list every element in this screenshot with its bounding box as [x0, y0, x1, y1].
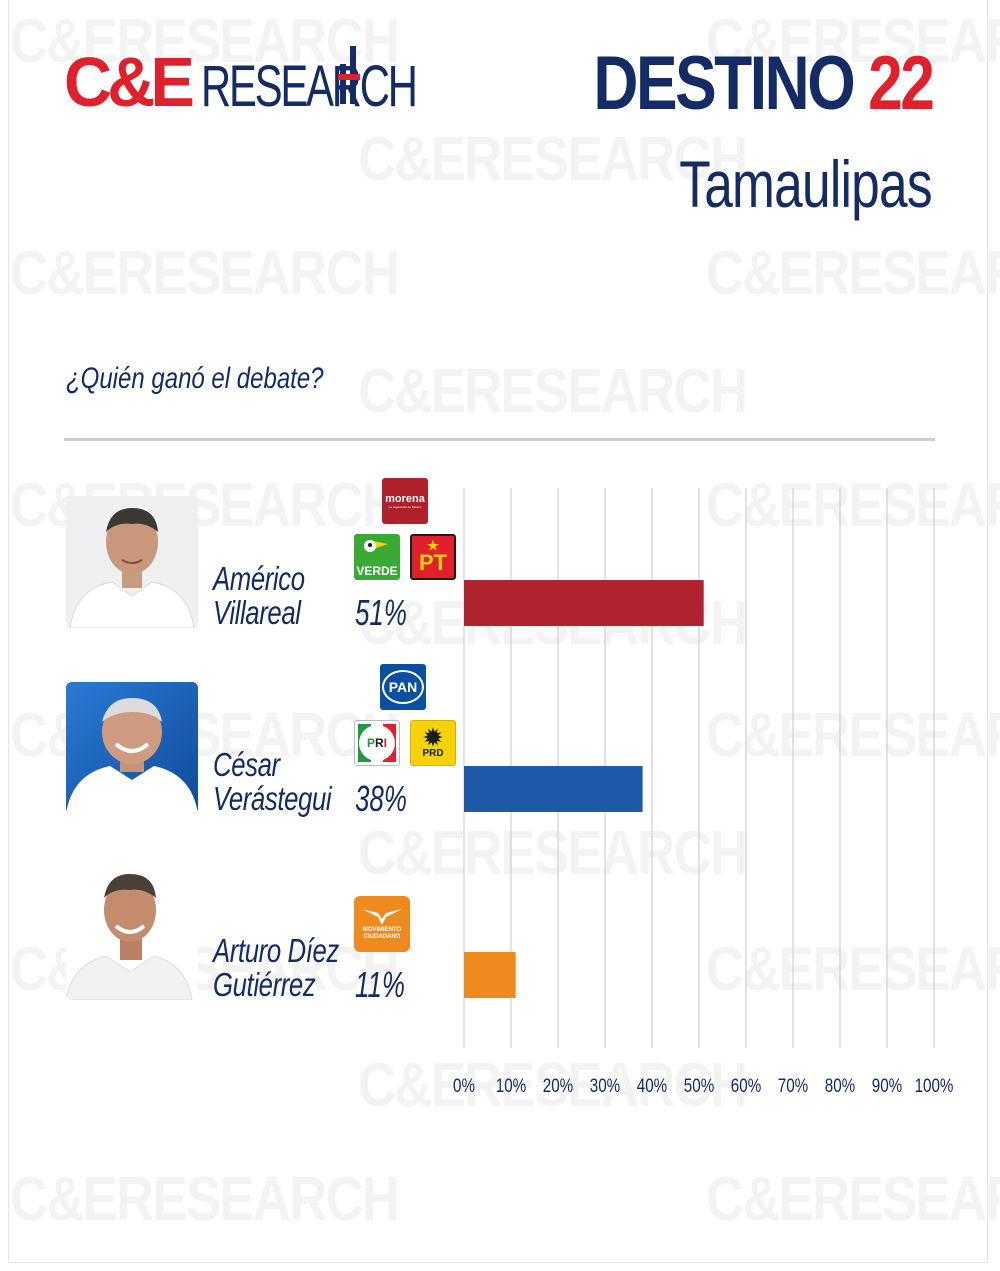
candidate-name-villareal: Américo Villareal	[213, 562, 305, 630]
pt-star-icon: ★	[427, 538, 439, 553]
x-tick-label: 0%	[453, 1074, 475, 1096]
pt-logo-icon: ★ PT	[410, 534, 456, 580]
page-subtitle: Tamaulipas	[679, 147, 932, 221]
x-tick-label: 30%	[590, 1074, 620, 1096]
pri-letter-i: I	[383, 736, 388, 750]
x-tick-label: 20%	[543, 1074, 573, 1096]
logo-bars-icon	[338, 46, 360, 104]
pan-label: PAN	[388, 679, 418, 695]
x-tick-label: 50%	[684, 1074, 714, 1096]
data-label-verastegui: 38%	[355, 778, 407, 819]
divider-line	[64, 438, 935, 441]
morena-logo-icon: morena La esperanza de México	[382, 478, 428, 524]
pan-logo-icon: PAN	[380, 664, 426, 710]
page-frame	[8, 0, 988, 1263]
bar-3	[464, 952, 516, 998]
toucan-icon	[364, 540, 388, 552]
pri-letter-r: R	[375, 736, 384, 750]
x-tick-label: 60%	[731, 1074, 761, 1096]
data-label-diez: 11%	[355, 964, 405, 1005]
bar-2	[464, 766, 643, 812]
candidate-name-diez: Arturo Díez Gutiérrez	[213, 934, 339, 1002]
person-avatar-icon	[66, 682, 198, 814]
eagle-icon	[362, 909, 402, 925]
candidate-last-name: Verástegui	[213, 780, 332, 817]
candidate-name-verastegui: César Verástegui	[213, 746, 332, 817]
candidate-photo-villareal	[66, 496, 198, 628]
pan-ring: PAN	[382, 670, 424, 704]
candidate-last-name: Villareal	[213, 594, 301, 631]
logo-ce-text: C&E	[64, 43, 195, 121]
title-number: 22	[867, 41, 935, 126]
x-tick-labels: 0% 10% 20% 30% 40% 50% 60% 70% 80% 90% 100%	[453, 1074, 953, 1096]
x-tick-label: 40%	[637, 1074, 667, 1096]
bars	[464, 580, 704, 998]
candidate-photo-diez	[66, 868, 198, 1000]
verde-logo-icon: VERDE	[354, 534, 400, 580]
candidate-photo-verastegui	[66, 682, 198, 814]
prd-label: PRD	[422, 748, 444, 759]
morena-label: morena	[385, 492, 425, 505]
candidate-first-name: César	[213, 746, 280, 783]
logo-research-text: RESEARCH	[200, 54, 418, 119]
title-word: DESTINO	[592, 41, 855, 126]
brand-logo: C&E RESEARCH	[64, 42, 499, 122]
x-tick-label: 10%	[496, 1074, 526, 1096]
x-tick-label: 100%	[915, 1074, 954, 1096]
mc-label: MOVIMIENTO CIUDADANO	[362, 927, 402, 940]
data-label-villareal: 51%	[355, 592, 407, 633]
candidate-last-name: Gutiérrez	[213, 966, 316, 1003]
chart-question: ¿Quién ganó el debate?	[66, 362, 324, 395]
x-tick-label: 70%	[778, 1074, 808, 1096]
movimiento-ciudadano-logo-icon: MOVIMIENTO CIUDADANO	[354, 896, 410, 952]
candidate-first-name: Arturo Díez	[213, 932, 339, 969]
verde-label: VERDE	[356, 564, 398, 578]
bar-1	[464, 580, 704, 626]
prd-logo-icon: ✹ PRD	[410, 720, 456, 766]
person-avatar-icon	[66, 496, 198, 628]
pri-letter-p: P	[366, 736, 375, 750]
x-tick-label: 90%	[872, 1074, 902, 1096]
prd-sun-icon: ✹	[423, 725, 443, 750]
page-title: DESTINO 22	[592, 40, 935, 127]
morena-sub: La esperanza de México	[388, 504, 422, 509]
candidate-first-name: Américo	[213, 560, 305, 597]
person-avatar-icon	[66, 868, 198, 1000]
x-tick-label: 80%	[825, 1074, 855, 1096]
pt-label: PT	[418, 550, 448, 575]
